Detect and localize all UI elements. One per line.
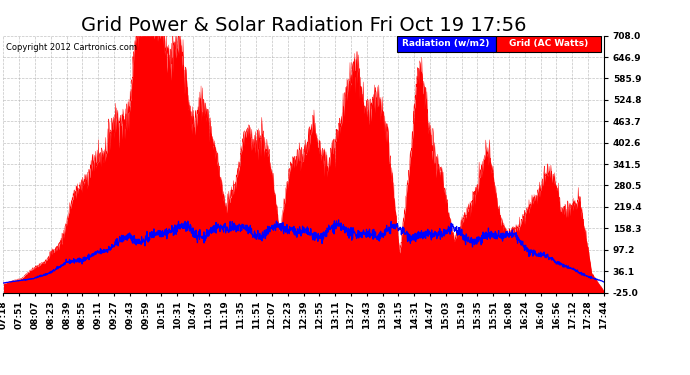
FancyBboxPatch shape bbox=[397, 36, 495, 52]
Text: Grid (AC Watts): Grid (AC Watts) bbox=[509, 39, 588, 48]
Text: Copyright 2012 Cartronics.com: Copyright 2012 Cartronics.com bbox=[6, 44, 137, 52]
Text: Radiation (w/m2): Radiation (w/m2) bbox=[402, 39, 490, 48]
Title: Grid Power & Solar Radiation Fri Oct 19 17:56: Grid Power & Solar Radiation Fri Oct 19 … bbox=[81, 16, 526, 36]
FancyBboxPatch shape bbox=[495, 36, 601, 52]
